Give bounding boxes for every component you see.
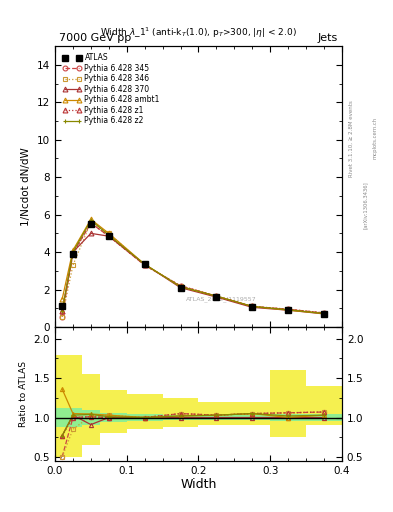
X-axis label: Width: Width [180, 478, 217, 492]
Pythia 6.428 345 [214, 293, 219, 299]
Pythia 6.428 346 [178, 283, 183, 289]
Pythia 6.428 ambt1 [142, 261, 147, 267]
Text: Rivet 3.1.10, ≥ 2.8M events: Rivet 3.1.10, ≥ 2.8M events [349, 100, 354, 177]
Legend: ATLAS, Pythia 6.428 345, Pythia 6.428 346, Pythia 6.428 370, Pythia 6.428 ambt1,: ATLAS, Pythia 6.428 345, Pythia 6.428 34… [61, 52, 162, 127]
Pythia 6.428 345 [286, 306, 290, 312]
Pythia 6.428 370 [88, 230, 93, 237]
Pythia 6.428 z1 [286, 306, 290, 312]
Pythia 6.428 z2 [286, 307, 290, 313]
Pythia 6.428 370 [214, 294, 219, 300]
Pythia 6.428 ambt1 [214, 293, 219, 299]
Pythia 6.428 ambt1 [250, 303, 255, 309]
ATLAS [88, 221, 93, 227]
Pythia 6.428 346 [321, 310, 326, 316]
Line: ATLAS: ATLAS [59, 221, 327, 317]
ATLAS [178, 285, 183, 291]
Pythia 6.428 370 [142, 261, 147, 267]
ATLAS [321, 311, 326, 317]
Pythia 6.428 370 [178, 285, 183, 291]
Pythia 6.428 z1 [107, 233, 111, 239]
Pythia 6.428 z2 [107, 232, 111, 238]
Pythia 6.428 z2 [71, 249, 75, 255]
Pythia 6.428 z2 [250, 303, 255, 309]
Line: Pythia 6.428 345: Pythia 6.428 345 [60, 221, 327, 319]
Pythia 6.428 370 [71, 249, 75, 255]
Line: Pythia 6.428 z1: Pythia 6.428 z1 [60, 221, 327, 315]
Text: Width $\lambda\_1^1$ (anti-k$_T$(1.0), p$_T$>300, $|\eta|$ < 2.0): Width $\lambda\_1^1$ (anti-k$_T$(1.0), p… [100, 26, 297, 40]
Text: Jets: Jets [318, 33, 338, 44]
Pythia 6.428 z2 [60, 308, 64, 314]
Pythia 6.428 345 [178, 283, 183, 289]
Line: Pythia 6.428 ambt1: Pythia 6.428 ambt1 [60, 217, 327, 316]
Line: Pythia 6.428 346: Pythia 6.428 346 [60, 220, 327, 319]
Pythia 6.428 346 [250, 303, 255, 309]
ATLAS [71, 251, 75, 257]
Line: Pythia 6.428 370: Pythia 6.428 370 [60, 231, 327, 316]
Pythia 6.428 z1 [214, 293, 219, 299]
ATLAS [214, 294, 219, 300]
Pythia 6.428 346 [107, 230, 111, 237]
Pythia 6.428 ambt1 [71, 247, 75, 253]
Pythia 6.428 ambt1 [286, 307, 290, 313]
Pythia 6.428 345 [60, 314, 64, 320]
Pythia 6.428 345 [88, 220, 93, 226]
Pythia 6.428 ambt1 [60, 296, 64, 302]
Pythia 6.428 370 [107, 233, 111, 239]
Pythia 6.428 346 [214, 293, 219, 299]
Pythia 6.428 345 [107, 233, 111, 239]
Text: mcplots.cern.ch: mcplots.cern.ch [373, 117, 378, 159]
Pythia 6.428 z1 [71, 251, 75, 257]
Pythia 6.428 ambt1 [178, 284, 183, 290]
Pythia 6.428 345 [321, 310, 326, 316]
Pythia 6.428 346 [142, 262, 147, 268]
Pythia 6.428 346 [88, 219, 93, 225]
Pythia 6.428 z1 [178, 283, 183, 289]
ATLAS [142, 261, 147, 267]
Pythia 6.428 ambt1 [107, 230, 111, 237]
Text: [arXiv:1306.3436]: [arXiv:1306.3436] [363, 181, 368, 229]
Pythia 6.428 345 [142, 262, 147, 268]
Pythia 6.428 z1 [60, 308, 64, 314]
Pythia 6.428 z2 [178, 284, 183, 290]
Pythia 6.428 z2 [214, 293, 219, 299]
Pythia 6.428 z2 [321, 310, 326, 316]
Line: Pythia 6.428 z2: Pythia 6.428 z2 [60, 218, 327, 316]
ATLAS [250, 304, 255, 310]
Pythia 6.428 z2 [142, 261, 147, 267]
Pythia 6.428 z1 [142, 262, 147, 268]
Pythia 6.428 370 [60, 308, 64, 314]
Pythia 6.428 370 [286, 307, 290, 313]
Pythia 6.428 z2 [88, 217, 93, 223]
Pythia 6.428 345 [250, 303, 255, 309]
Pythia 6.428 345 [71, 250, 75, 256]
Y-axis label: 1/Ncdot dN/dW: 1/Ncdot dN/dW [21, 147, 31, 226]
Pythia 6.428 z1 [250, 303, 255, 309]
Pythia 6.428 346 [71, 262, 75, 268]
Pythia 6.428 ambt1 [88, 216, 93, 222]
Pythia 6.428 346 [286, 306, 290, 312]
Pythia 6.428 346 [60, 314, 64, 320]
ATLAS [286, 307, 290, 313]
Pythia 6.428 370 [321, 311, 326, 317]
Text: ATLAS_2012_I1119557: ATLAS_2012_I1119557 [186, 296, 257, 302]
Pythia 6.428 z1 [88, 220, 93, 226]
Text: 7000 GeV pp: 7000 GeV pp [59, 33, 131, 44]
Pythia 6.428 z1 [321, 310, 326, 316]
Pythia 6.428 ambt1 [321, 310, 326, 316]
ATLAS [60, 303, 64, 309]
Pythia 6.428 370 [250, 304, 255, 310]
ATLAS [107, 233, 111, 239]
Y-axis label: Ratio to ATLAS: Ratio to ATLAS [19, 361, 28, 427]
